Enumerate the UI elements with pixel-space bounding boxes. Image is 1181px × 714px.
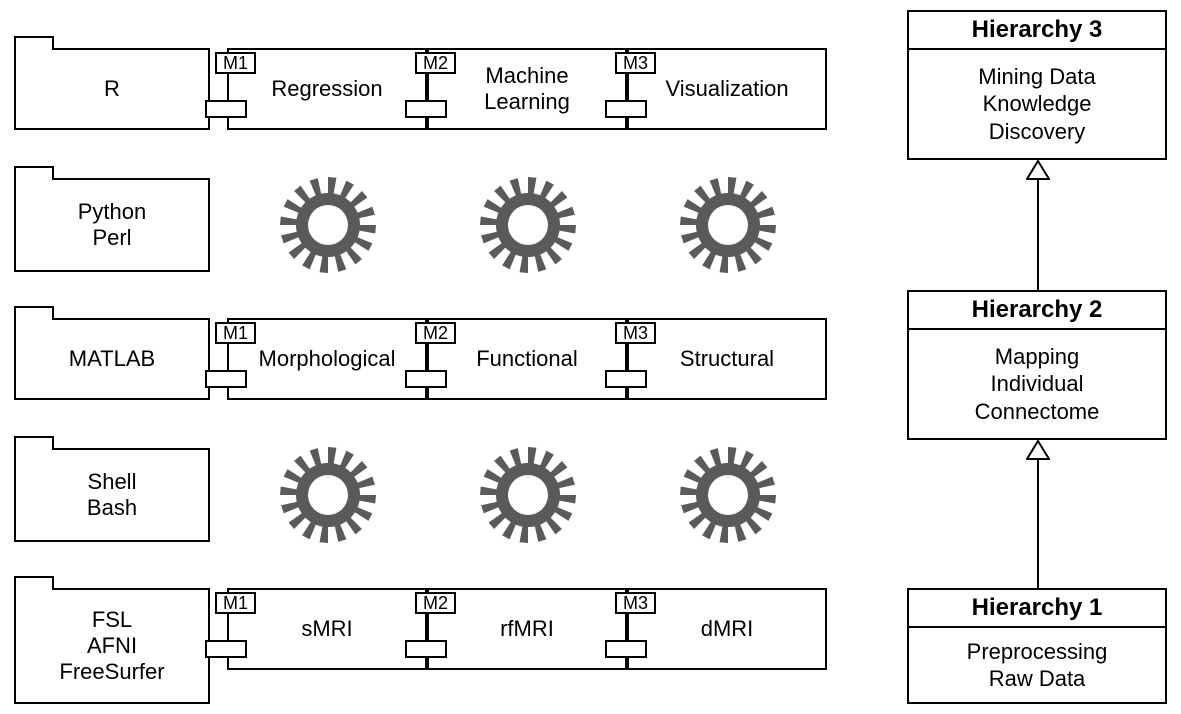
folder-python: PythonPerl: [14, 178, 210, 272]
hierarchy-3-title: Hierarchy 3: [909, 12, 1165, 50]
comp-func-label-0: Functional: [476, 346, 578, 372]
comp-viz-tag: M3: [615, 52, 656, 74]
folder-matlab-label-0: MATLAB: [69, 346, 155, 372]
comp-morph-port: [205, 370, 247, 388]
comp-ml-tag: M2: [415, 52, 456, 74]
comp-morph: Morphological: [227, 318, 427, 400]
hierarchy-3-line-0: Mining Data: [913, 63, 1161, 91]
comp-morph-label-0: Morphological: [259, 346, 396, 372]
hierarchy-arrow-head-1: [1026, 160, 1050, 180]
folder-fsl-label-2: FreeSurfer: [59, 659, 164, 685]
gear-icon-0-1: [478, 175, 578, 275]
hierarchy-2-line-2: Connectome: [913, 398, 1161, 426]
folder-shell-tab: [14, 436, 54, 450]
comp-regression-tag: M1: [215, 52, 256, 74]
comp-smri-port: [205, 640, 247, 658]
comp-viz-label-0: Visualization: [665, 76, 788, 102]
hierarchy-arrow-line-0: [1037, 458, 1039, 588]
folder-fsl-label-1: AFNI: [87, 633, 137, 659]
gear-icon-0-2: [678, 175, 778, 275]
comp-smri-label-0: sMRI: [301, 616, 352, 642]
hierarchy-1: Hierarchy 1PreprocessingRaw Data: [907, 588, 1167, 704]
folder-r-label-0: R: [104, 76, 120, 102]
folder-fsl-tab: [14, 576, 54, 590]
comp-func-tag: M2: [415, 322, 456, 344]
gear-icon-1-2: [678, 445, 778, 545]
folder-shell: ShellBash: [14, 448, 210, 542]
comp-rfmri-port: [405, 640, 447, 658]
gear-icon-1-0: [278, 445, 378, 545]
comp-morph-tag: M1: [215, 322, 256, 344]
folder-fsl: FSLAFNIFreeSurfer: [14, 588, 210, 704]
comp-ml-label-1: Learning: [484, 89, 570, 115]
hierarchy-3-body: Mining DataKnowledgeDiscovery: [909, 50, 1165, 158]
folder-python-label-0: Python: [78, 199, 147, 225]
hierarchy-1-line-0: Preprocessing: [913, 638, 1161, 666]
comp-viz-port: [605, 100, 647, 118]
comp-ml-port: [405, 100, 447, 118]
folder-fsl-label-0: FSL: [92, 607, 132, 633]
comp-regression-port: [205, 100, 247, 118]
hierarchy-arrow-head-0: [1026, 440, 1050, 460]
hierarchy-2: Hierarchy 2MappingIndividualConnectome: [907, 290, 1167, 440]
comp-func: Functional: [427, 318, 627, 400]
comp-struct-tag: M3: [615, 322, 656, 344]
folder-r-tab: [14, 36, 54, 50]
comp-regression: Regression: [227, 48, 427, 130]
hierarchy-1-body: PreprocessingRaw Data: [909, 628, 1165, 702]
folder-shell-label-1: Bash: [87, 495, 137, 521]
comp-dmri-label-0: dMRI: [701, 616, 754, 642]
hierarchy-3-line-2: Discovery: [913, 118, 1161, 146]
comp-ml-label-0: Machine: [485, 63, 568, 89]
hierarchy-2-line-0: Mapping: [913, 343, 1161, 371]
comp-smri: sMRI: [227, 588, 427, 670]
comp-dmri: dMRI: [627, 588, 827, 670]
comp-struct: Structural: [627, 318, 827, 400]
hierarchy-1-line-1: Raw Data: [913, 665, 1161, 693]
comp-struct-label-0: Structural: [680, 346, 774, 372]
comp-rfmri-tag: M2: [415, 592, 456, 614]
gear-icon-0-0: [278, 175, 378, 275]
comp-struct-port: [605, 370, 647, 388]
hierarchy-3: Hierarchy 3Mining DataKnowledgeDiscovery: [907, 10, 1167, 160]
folder-matlab: MATLAB: [14, 318, 210, 400]
comp-regression-label-0: Regression: [271, 76, 382, 102]
comp-viz: Visualization: [627, 48, 827, 130]
comp-smri-tag: M1: [215, 592, 256, 614]
comp-rfmri: rfMRI: [427, 588, 627, 670]
comp-ml: MachineLearning: [427, 48, 627, 130]
hierarchy-2-body: MappingIndividualConnectome: [909, 330, 1165, 438]
hierarchy-3-line-1: Knowledge: [913, 90, 1161, 118]
folder-shell-label-0: Shell: [88, 469, 137, 495]
hierarchy-2-title: Hierarchy 2: [909, 292, 1165, 330]
folder-python-label-1: Perl: [92, 225, 131, 251]
hierarchy-2-line-1: Individual: [913, 370, 1161, 398]
folder-r: R: [14, 48, 210, 130]
hierarchy-arrow-line-1: [1037, 178, 1039, 290]
gear-icon-1-1: [478, 445, 578, 545]
comp-func-port: [405, 370, 447, 388]
folder-matlab-tab: [14, 306, 54, 320]
comp-dmri-port: [605, 640, 647, 658]
comp-dmri-tag: M3: [615, 592, 656, 614]
comp-rfmri-label-0: rfMRI: [500, 616, 554, 642]
folder-python-tab: [14, 166, 54, 180]
hierarchy-1-title: Hierarchy 1: [909, 590, 1165, 628]
